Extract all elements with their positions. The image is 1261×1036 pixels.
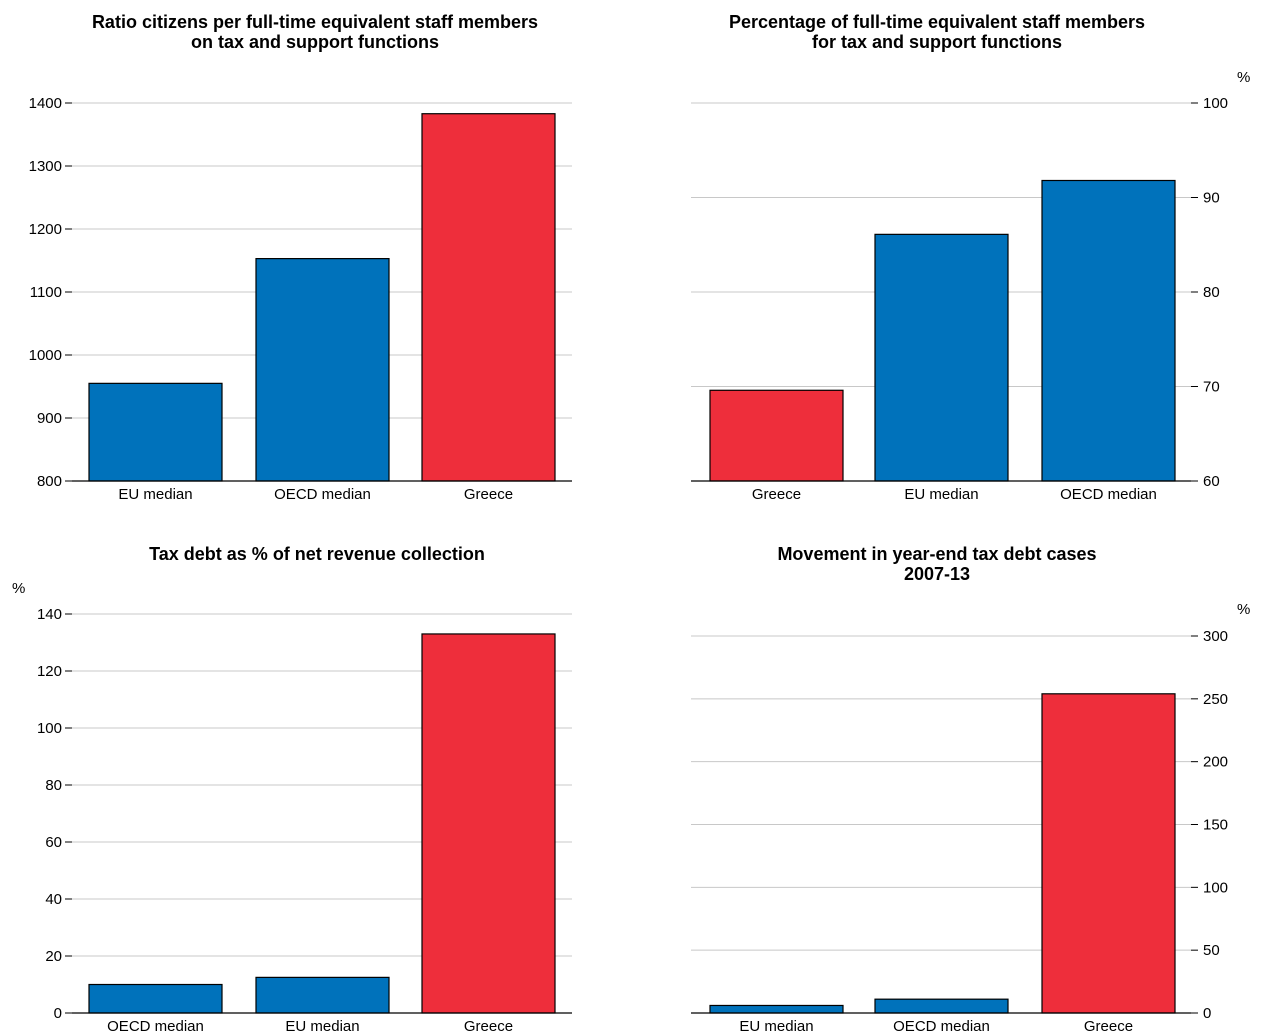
bar xyxy=(709,1004,844,1014)
bar xyxy=(255,258,390,482)
y-tick-label: 40 xyxy=(45,891,62,908)
y-tick-label: 70 xyxy=(1203,379,1220,396)
y-tick-label: 1100 xyxy=(30,284,62,301)
bar xyxy=(874,998,1009,1014)
x-tick-label: EU median xyxy=(118,486,192,503)
y-tick-label: 250 xyxy=(1203,691,1228,708)
bar xyxy=(421,113,556,482)
bar-chart: 0 20 40 60 80 100 120 140 OECD median EU median Gr… xyxy=(37,606,572,1035)
bar xyxy=(255,976,390,1014)
x-tick-label: EU median xyxy=(285,1018,359,1035)
chart-title: Ratio citizens per full-time equivalent … xyxy=(15,12,615,52)
y-tick-label: 140 xyxy=(37,606,62,623)
chart-title-line-2: for tax and support functions xyxy=(812,32,1062,52)
bar-chart: 800 900 1000 1100 1200 1300 1400 EU median OECD … xyxy=(29,95,572,503)
y-tick-label: 1200 xyxy=(29,221,62,238)
bar xyxy=(88,983,223,1014)
bar xyxy=(874,233,1009,482)
y-tick-label: 50 xyxy=(1203,942,1220,959)
chart-title: Movement in year-end tax debt cases 2007… xyxy=(637,544,1237,584)
bar xyxy=(88,382,223,482)
y-tick-label: 100 xyxy=(1203,879,1228,896)
x-tick-label: OECD median xyxy=(274,486,371,503)
y-tick-label: 90 xyxy=(1203,190,1220,207)
y-tick-label: 120 xyxy=(37,663,62,680)
x-tick-label: Greece xyxy=(464,1018,513,1035)
y-tick-label: 150 xyxy=(1203,817,1228,834)
chart-title-line-2: 2007-13 xyxy=(903,564,971,584)
chart-title-line-2: on tax and support functions xyxy=(191,32,439,52)
x-tick-label: EU median xyxy=(739,1018,813,1035)
y-tick-label: 20 xyxy=(45,948,62,965)
x-tick-label: OECD median xyxy=(1060,486,1157,503)
y-tick-label: 900 xyxy=(37,410,62,427)
y-tick-label: 60 xyxy=(45,834,62,851)
chart-panel-staff-percentage: Percentage of full-time equivalent staff… xyxy=(631,0,1261,518)
bar xyxy=(1041,179,1176,482)
x-tick-label: Greece xyxy=(752,486,801,503)
chart-title: Percentage of full-time equivalent staff… xyxy=(637,12,1237,52)
unit-label: % xyxy=(1237,601,1251,618)
y-tick-label: 80 xyxy=(1203,284,1220,301)
y-tick-label: 800 xyxy=(37,473,62,490)
chart-title-line-1: Tax debt as % of net revenue collection xyxy=(149,544,485,564)
y-tick-label: 1400 xyxy=(29,95,62,112)
y-tick-label: 60 xyxy=(1203,473,1220,490)
bar-chart: 60 70 80 90 100 Greece EU median OECD median xyxy=(691,95,1228,503)
unit-label: % xyxy=(1237,69,1251,86)
chart-panel-debt-cases: Movement in year-end tax debt cases 2007… xyxy=(631,518,1261,1036)
bar xyxy=(1041,693,1176,1014)
y-tick-label: 80 xyxy=(45,777,62,794)
bar xyxy=(421,633,556,1014)
unit-label: % xyxy=(12,580,26,597)
bar xyxy=(709,389,844,482)
bar-chart: 0 50 100 150 200 250 300 EU median OECD median Gr… xyxy=(691,628,1228,1035)
y-tick-label: 100 xyxy=(37,720,62,737)
y-tick-label: 200 xyxy=(1203,754,1228,771)
x-tick-label: EU median xyxy=(904,486,978,503)
chart-title-line-1: Percentage of full-time equivalent staff… xyxy=(728,12,1146,32)
x-tick-label: Greece xyxy=(464,486,513,503)
y-tick-label: 0 xyxy=(1203,1005,1211,1022)
y-tick-label: 100 xyxy=(1203,95,1228,112)
x-tick-label: OECD median xyxy=(893,1018,990,1035)
chart-title-line-1: Ratio citizens per full-time equivalent … xyxy=(91,12,539,32)
chart-title-line-1: Movement in year-end tax debt cases xyxy=(777,544,1097,564)
chart-panel-tax-debt: Tax debt as % of net revenue collection … xyxy=(0,518,630,1036)
y-tick-label: 1300 xyxy=(29,158,62,175)
chart-panel-citizens-ratio: Ratio citizens per full-time equivalent … xyxy=(0,0,630,518)
x-tick-label: OECD median xyxy=(107,1018,204,1035)
x-tick-label: Greece xyxy=(1084,1018,1133,1035)
y-tick-label: 1000 xyxy=(29,347,62,364)
y-tick-label: 300 xyxy=(1203,628,1228,645)
y-tick-label: 0 xyxy=(54,1005,62,1022)
chart-title: Tax debt as % of net revenue collection xyxy=(17,544,617,564)
